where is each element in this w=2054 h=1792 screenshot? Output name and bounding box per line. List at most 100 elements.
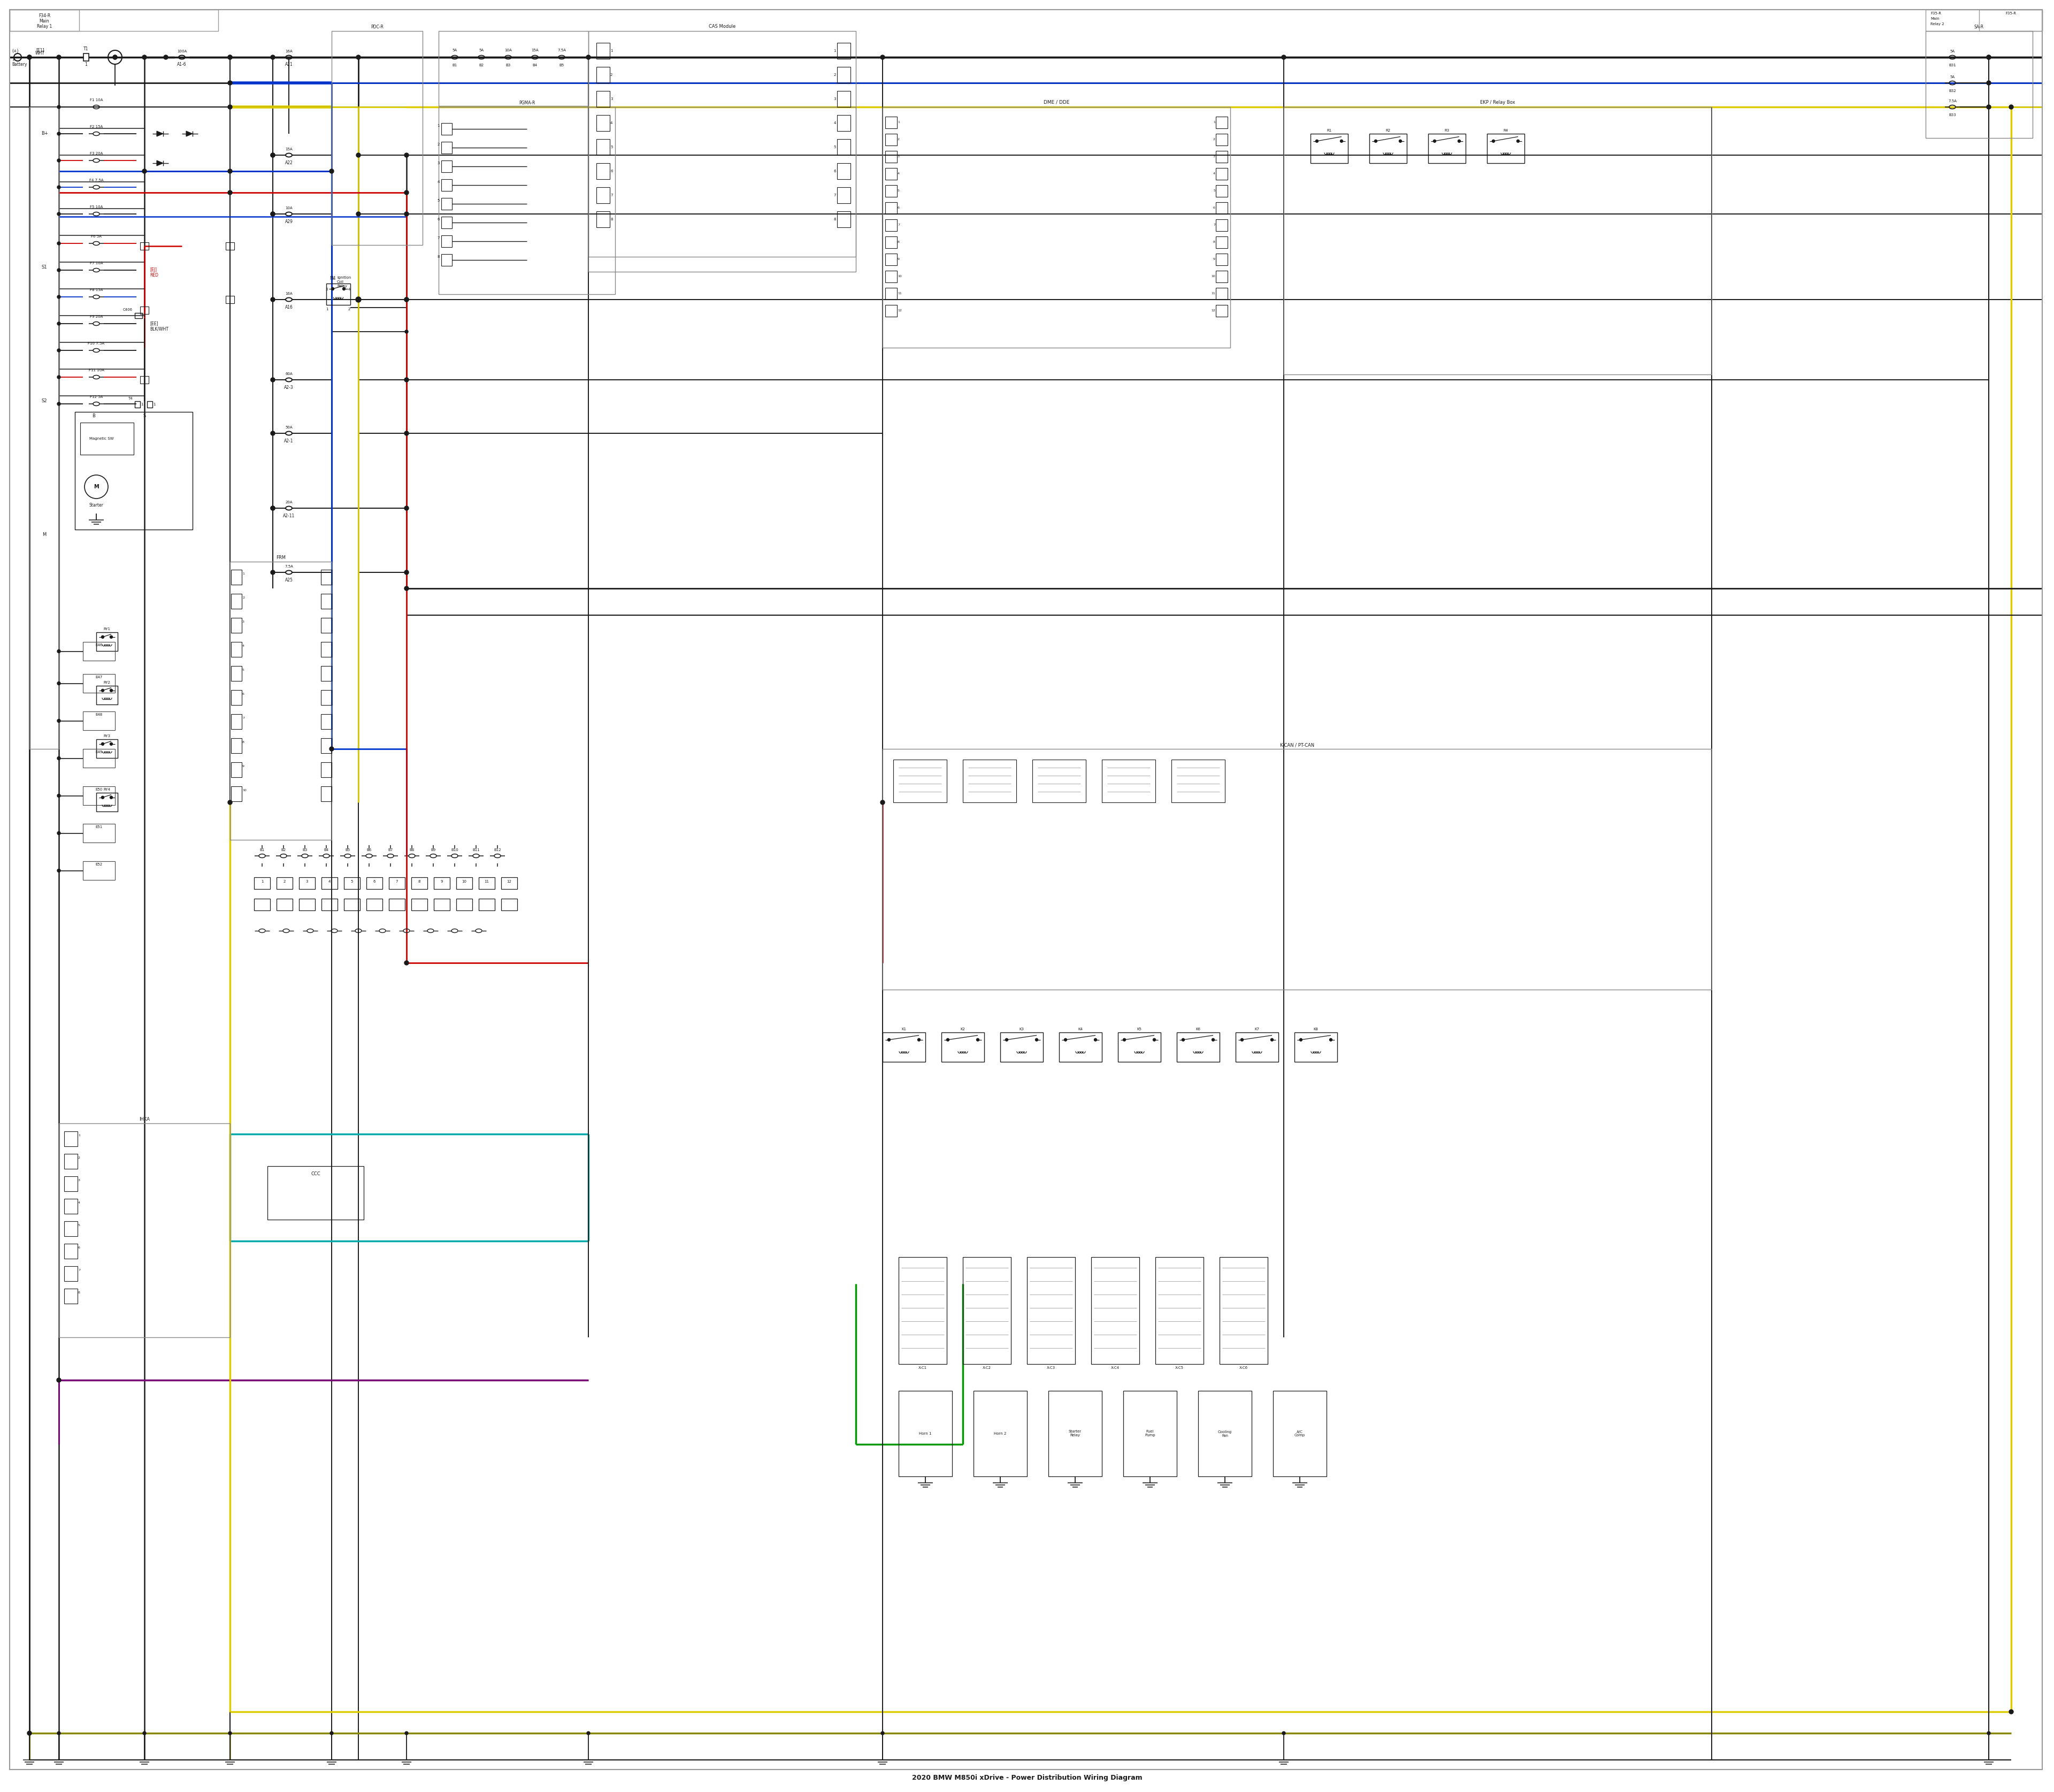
Bar [226, 296, 234, 303]
Text: 5: 5 [898, 190, 900, 192]
Text: Relay 1: Relay 1 [37, 23, 51, 29]
Bar [893, 760, 947, 803]
Text: B33: B33 [1949, 113, 1955, 116]
Text: 10: 10 [242, 788, 246, 792]
Bar [411, 878, 427, 889]
Text: A16: A16 [286, 305, 294, 310]
Text: E49: E49 [94, 751, 103, 754]
Circle shape [1064, 1038, 1066, 1041]
Bar [596, 211, 610, 228]
Circle shape [1399, 140, 1401, 142]
Circle shape [58, 269, 60, 272]
Bar [1216, 168, 1228, 179]
Circle shape [111, 796, 113, 799]
Circle shape [58, 56, 62, 59]
Text: 1: 1 [1214, 122, 1216, 124]
Text: PGMA-R: PGMA-R [520, 100, 534, 106]
Text: R4: R4 [1504, 129, 1508, 133]
Text: 4: 4 [898, 172, 900, 176]
Circle shape [58, 133, 60, 136]
Bar [136, 314, 142, 319]
Text: Main: Main [39, 18, 49, 23]
Bar [885, 116, 898, 129]
Bar [80, 423, 134, 455]
Bar [82, 824, 115, 842]
Text: F7 10A: F7 10A [90, 262, 103, 265]
Text: B6: B6 [366, 848, 372, 851]
Text: F12 5A: F12 5A [90, 396, 103, 398]
Text: X-C6: X-C6 [1239, 1366, 1249, 1369]
Text: 4: 4 [438, 181, 440, 183]
Circle shape [27, 1731, 31, 1735]
Circle shape [405, 152, 409, 158]
Bar [838, 211, 850, 228]
Text: CCC: CCC [310, 1172, 320, 1176]
Text: B2: B2 [479, 65, 485, 66]
Circle shape [58, 213, 60, 215]
Text: PDC-R: PDC-R [370, 25, 384, 29]
Bar [596, 163, 610, 179]
Text: Coil: Coil [337, 280, 343, 283]
Bar [230, 667, 242, 681]
Text: B2: B2 [281, 848, 286, 851]
Text: 7: 7 [396, 880, 398, 883]
Text: 1: 1 [144, 314, 146, 317]
Text: A2-11: A2-11 [283, 514, 296, 518]
Circle shape [405, 586, 409, 591]
Circle shape [355, 56, 362, 59]
Bar [64, 1199, 78, 1213]
Text: RY2: RY2 [103, 681, 111, 685]
Text: 2: 2 [242, 597, 244, 599]
Text: F4 7.5A: F4 7.5A [88, 179, 103, 181]
Text: B: B [92, 414, 94, 418]
Text: 11: 11 [898, 292, 902, 296]
Text: 6: 6 [898, 206, 900, 210]
Bar [883, 1032, 926, 1063]
Bar [885, 185, 898, 197]
Text: 7: 7 [1214, 224, 1216, 226]
Bar [230, 738, 242, 753]
Bar [442, 254, 452, 265]
Text: E47: E47 [94, 676, 103, 679]
Text: 5A: 5A [452, 48, 458, 52]
Bar [1216, 305, 1228, 317]
Text: 5: 5 [78, 1224, 80, 1226]
Text: K4: K4 [1078, 1027, 1082, 1030]
Text: S: S [144, 414, 146, 418]
Bar [442, 124, 452, 134]
Circle shape [1339, 140, 1343, 142]
Bar [331, 30, 423, 246]
Circle shape [144, 1731, 146, 1735]
Bar [1091, 1256, 1140, 1364]
Bar [255, 878, 271, 889]
Text: A21: A21 [286, 63, 294, 66]
Text: 1: 1 [242, 572, 244, 575]
Text: 60A: 60A [286, 373, 292, 376]
Bar [1310, 134, 1347, 163]
Bar [596, 66, 610, 82]
Polygon shape [156, 161, 162, 167]
Text: 8: 8 [438, 254, 440, 258]
Bar [479, 898, 495, 910]
Text: B11: B11 [472, 848, 481, 851]
Circle shape [1212, 1038, 1214, 1041]
Bar [440, 30, 587, 106]
Bar [1927, 9, 2042, 30]
Text: 10: 10 [1212, 276, 1216, 278]
Text: 9: 9 [242, 765, 244, 767]
Circle shape [329, 747, 333, 751]
Circle shape [405, 190, 409, 195]
Text: 8: 8 [610, 217, 612, 220]
Text: 3: 3 [1214, 156, 1216, 158]
Text: X-C4: X-C4 [1111, 1366, 1119, 1369]
Circle shape [585, 56, 592, 59]
Text: 1: 1 [438, 124, 440, 127]
Bar [1216, 134, 1228, 145]
Text: 6: 6 [242, 694, 244, 695]
Text: 5: 5 [834, 145, 836, 149]
Bar [885, 271, 898, 283]
Bar [140, 376, 148, 383]
Circle shape [271, 505, 275, 511]
Text: B9: B9 [431, 848, 435, 851]
Text: BLK/WHT: BLK/WHT [150, 326, 168, 332]
